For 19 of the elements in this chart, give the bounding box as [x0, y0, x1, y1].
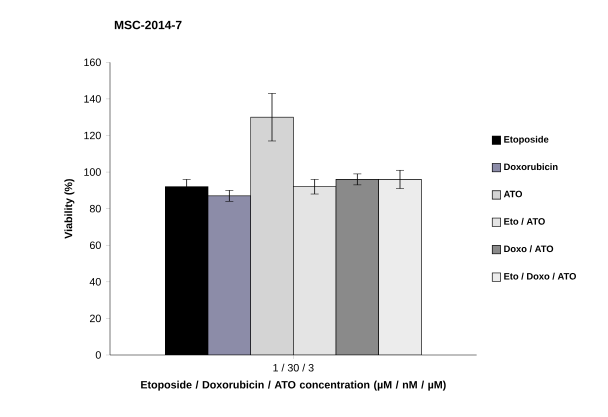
- legend-label: Etoposide: [504, 136, 548, 145]
- legend-label: Doxo / ATO: [504, 245, 554, 252]
- y-tick-label: 60: [90, 241, 101, 250]
- y-tick-label: 20: [90, 314, 101, 322]
- x-axis-title: Etoposide / Doxorubicin / ATO concentration (µM / nM / µM): [141, 380, 446, 391]
- legend-label: Doxorubicin: [504, 163, 558, 170]
- x-tick-label: 1 / 30 / 3: [273, 364, 314, 372]
- y-tick-label: 80: [90, 204, 101, 212]
- y-tick-label: 0: [96, 351, 101, 359]
- chart-title: MSC-2014-7: [114, 20, 182, 30]
- y-axis-title: Viability (%): [64, 179, 74, 239]
- y-tick-label: 100: [84, 168, 101, 176]
- legend-label: ATO: [504, 190, 522, 198]
- y-tick-label: 160: [84, 58, 101, 66]
- legend-label: Eto / Doxo / ATO: [504, 272, 576, 280]
- y-tick-label: 120: [84, 132, 101, 140]
- y-tick-label: 40: [90, 278, 101, 286]
- y-tick-label: 140: [84, 95, 101, 103]
- legend-label: Eto / ATO: [504, 218, 545, 225]
